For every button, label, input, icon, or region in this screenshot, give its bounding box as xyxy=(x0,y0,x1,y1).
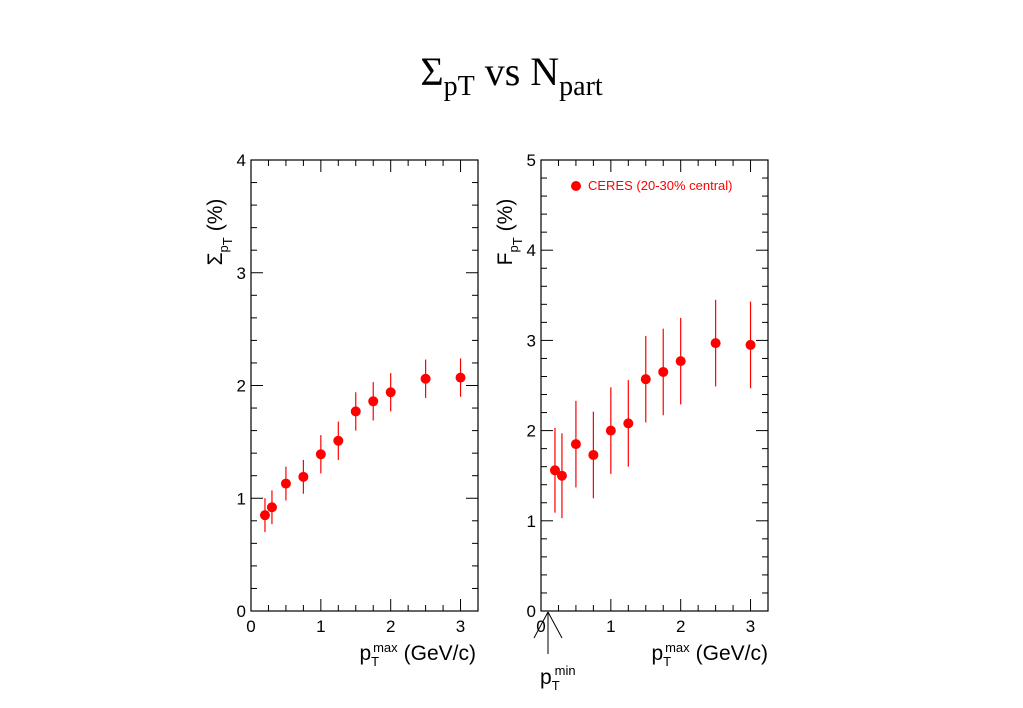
f-pt-data-point xyxy=(640,374,651,385)
sigma-pt-data-point xyxy=(298,471,309,482)
sigma-pt-ticks xyxy=(250,159,479,612)
f-pt-panel: 0 1 2 3 0 1 2 3 4 5 CERES (20-30% central) FpT(%)… xyxy=(494,151,769,693)
legend-label: CERES (20-30% central) xyxy=(588,178,733,193)
sigma-pt-data-point xyxy=(333,435,344,446)
title-sigma: Σ xyxy=(420,49,444,94)
f-pt-x-tick-label: 3 xyxy=(746,617,755,636)
f-pt-y-tick-label: 1 xyxy=(527,512,536,531)
f-pt-data-point xyxy=(556,470,567,481)
sigma-pt-data-point xyxy=(420,373,431,384)
f-pt-x-tick-label: 0 xyxy=(536,617,545,636)
f-pt-y-tick-label: 0 xyxy=(527,602,536,621)
sigma-pt-data-point xyxy=(266,502,277,513)
f-pt-data-point xyxy=(675,356,686,367)
sigma-pt-y-tick-label: 1 xyxy=(237,489,246,508)
sigma-pt-x-tick-label: 1 xyxy=(316,617,325,636)
f-pt-markers xyxy=(549,299,756,519)
pt-min-annotation: pTmin xyxy=(533,611,576,693)
f-pt-frame xyxy=(540,159,769,612)
pt-min-arrow-left xyxy=(533,611,549,639)
title-versus-n: vs N xyxy=(474,49,560,94)
sigma-pt-tick-labels: 0 1 2 3 0 1 2 3 4 xyxy=(237,151,466,636)
f-pt-tick-labels: 0 1 2 3 0 1 2 3 4 5 xyxy=(527,151,756,636)
f-pt-ticks xyxy=(540,159,769,612)
sigma-pt-y-tick-label: 3 xyxy=(237,264,246,283)
sigma-pt-x-tick-label: 3 xyxy=(456,617,465,636)
sigma-pt-data-point xyxy=(280,478,291,489)
sigma-pt-y-tick-label: 2 xyxy=(237,377,246,396)
f-pt-y-axis-title: FpT(%) xyxy=(494,199,525,266)
sigma-pt-panel: 0 1 2 3 0 1 2 3 4 ΣpT(%) pTmax (GeV/c) xyxy=(204,151,479,669)
sigma-pt-markers xyxy=(259,358,466,533)
f-pt-y-tick-label: 3 xyxy=(527,331,536,350)
f-pt-y-tick-label: 2 xyxy=(527,422,536,441)
sigma-pt-data-point xyxy=(368,396,379,407)
sigma-pt-data-point xyxy=(455,372,466,383)
f-pt-x-axis-title: pTmax (GeV/c) xyxy=(651,640,768,669)
sigma-pt-x-tick-label: 2 xyxy=(386,617,395,636)
sigma-pt-data-point xyxy=(259,510,270,521)
f-pt-data-point xyxy=(623,418,634,429)
sigma-pt-x-axis-title: pTmax (GeV/c) xyxy=(359,640,476,669)
f-pt-y-tick-label: 5 xyxy=(527,151,536,170)
title-n-subscript: part xyxy=(559,71,603,102)
legend-marker xyxy=(571,181,581,191)
sigma-pt-data-point xyxy=(385,387,396,398)
pt-min-arrow-right xyxy=(547,611,563,639)
f-pt-data-point xyxy=(605,425,616,436)
f-pt-data-point xyxy=(588,449,599,460)
sigma-pt-data-point xyxy=(350,406,361,417)
f-pt-x-tick-label: 1 xyxy=(606,617,615,636)
f-pt-y-tick-label: 4 xyxy=(527,241,536,260)
sigma-pt-y-tick-label: 0 xyxy=(237,602,246,621)
f-pt-data-point xyxy=(570,439,581,450)
slide-title: ΣpT vs Npart xyxy=(0,48,1023,103)
sigma-pt-x-tick-label: 0 xyxy=(246,617,255,636)
sigma-pt-frame xyxy=(250,159,479,612)
f-pt-data-point xyxy=(549,465,560,476)
sigma-pt-y-tick-label: 4 xyxy=(237,151,246,170)
f-pt-x-tick-label: 2 xyxy=(676,617,685,636)
sigma-pt-data-point xyxy=(315,449,326,460)
f-pt-data-point xyxy=(658,366,669,377)
pt-min-label: pTmin xyxy=(540,663,576,693)
f-pt-data-point xyxy=(710,338,721,349)
sigma-pt-y-axis-title: ΣpT(%) xyxy=(204,199,235,266)
title-sigma-subscript: pT xyxy=(443,71,475,102)
f-pt-data-point xyxy=(745,339,756,350)
